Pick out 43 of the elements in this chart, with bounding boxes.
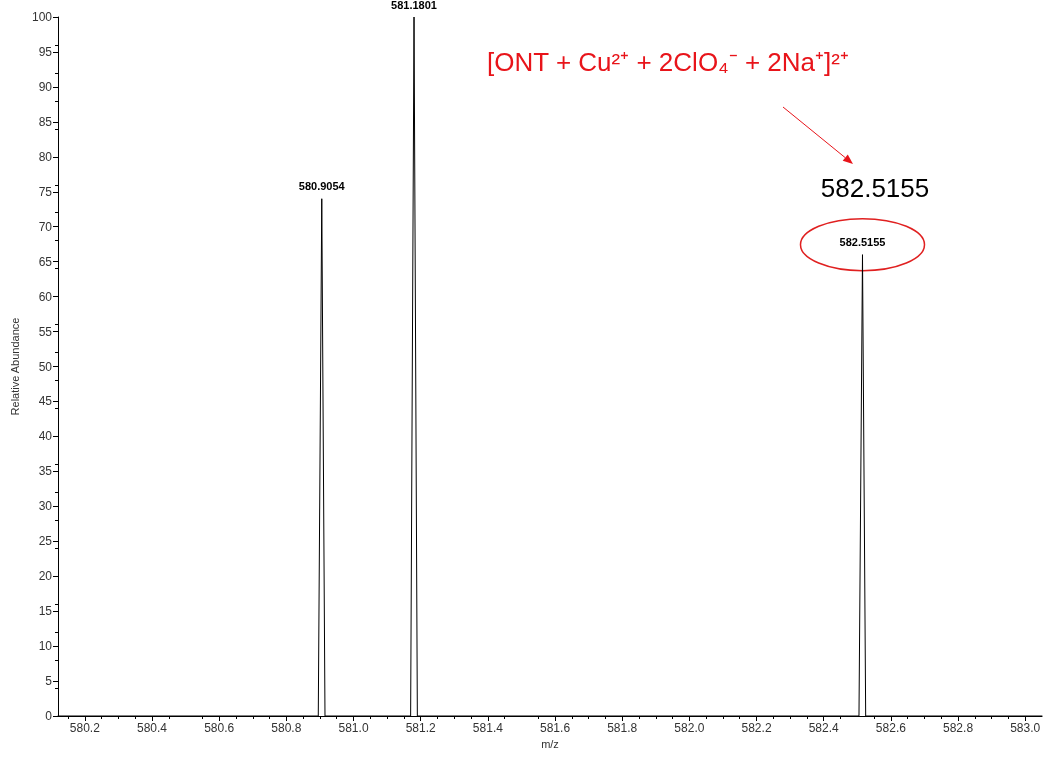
y-tick-label: 85 [38, 114, 53, 129]
annotation: [ONT + Cu²⁺ + 2ClO₄⁻ + 2Na⁺]²⁺ [487, 47, 849, 77]
x-tick-label: 582.0 [674, 721, 705, 735]
x-tick-label: 582.4 [808, 721, 840, 735]
x-tick-label: 582.2 [741, 721, 772, 735]
x-tick-label: 580.4 [137, 721, 168, 735]
x-tick-label: 580.6 [204, 721, 235, 735]
x-tick-label: 581.4 [472, 721, 504, 735]
y-tick-label: 25 [38, 534, 53, 549]
x-tick-label: 583.0 [1010, 721, 1041, 735]
annotation: 582.5155 [839, 236, 886, 249]
y-axis-title: Relative Abundance [8, 317, 21, 416]
annotation: 581.1801 [391, 0, 437, 11]
y-tick-label: 60 [38, 289, 53, 304]
y-tick-label: 55 [38, 324, 53, 339]
x-axis-title: m/z [541, 738, 559, 751]
x-tick-label: 581.0 [338, 721, 369, 735]
y-tick-label: 95 [38, 44, 53, 59]
x-tick-label: 581.6 [540, 721, 571, 735]
y-tick-label: 75 [38, 184, 53, 199]
y-tick-label: 70 [38, 219, 53, 234]
y-tick-label: 65 [38, 254, 53, 269]
x-tick-label: 581.2 [405, 721, 437, 735]
annotation: 580.9054 [298, 180, 346, 193]
y-tick-label: 35 [38, 464, 53, 479]
x-tick-label: 581.8 [607, 721, 638, 735]
y-tick-label: 80 [38, 149, 53, 164]
y-tick-label: 5 [45, 674, 53, 689]
y-tick-label: 40 [38, 429, 53, 444]
x-tick-label: 580.2 [69, 721, 101, 735]
x-tick-label: 582.8 [943, 721, 974, 735]
y-tick-label: 100 [31, 10, 53, 24]
y-tick-label: 90 [38, 79, 53, 94]
y-tick-label: 10 [38, 639, 53, 654]
x-tick-label: 580.8 [271, 721, 302, 735]
y-tick-label: 15 [38, 604, 53, 619]
y-tick-label: 45 [38, 394, 53, 409]
y-tick-label: 30 [38, 499, 53, 514]
annotation: 582.5155 [820, 173, 930, 203]
x-tick-label: 582.6 [875, 721, 907, 735]
y-tick-label: 20 [38, 569, 53, 584]
y-tick-label: 0 [45, 709, 53, 723]
y-tick-label: 50 [38, 359, 53, 374]
